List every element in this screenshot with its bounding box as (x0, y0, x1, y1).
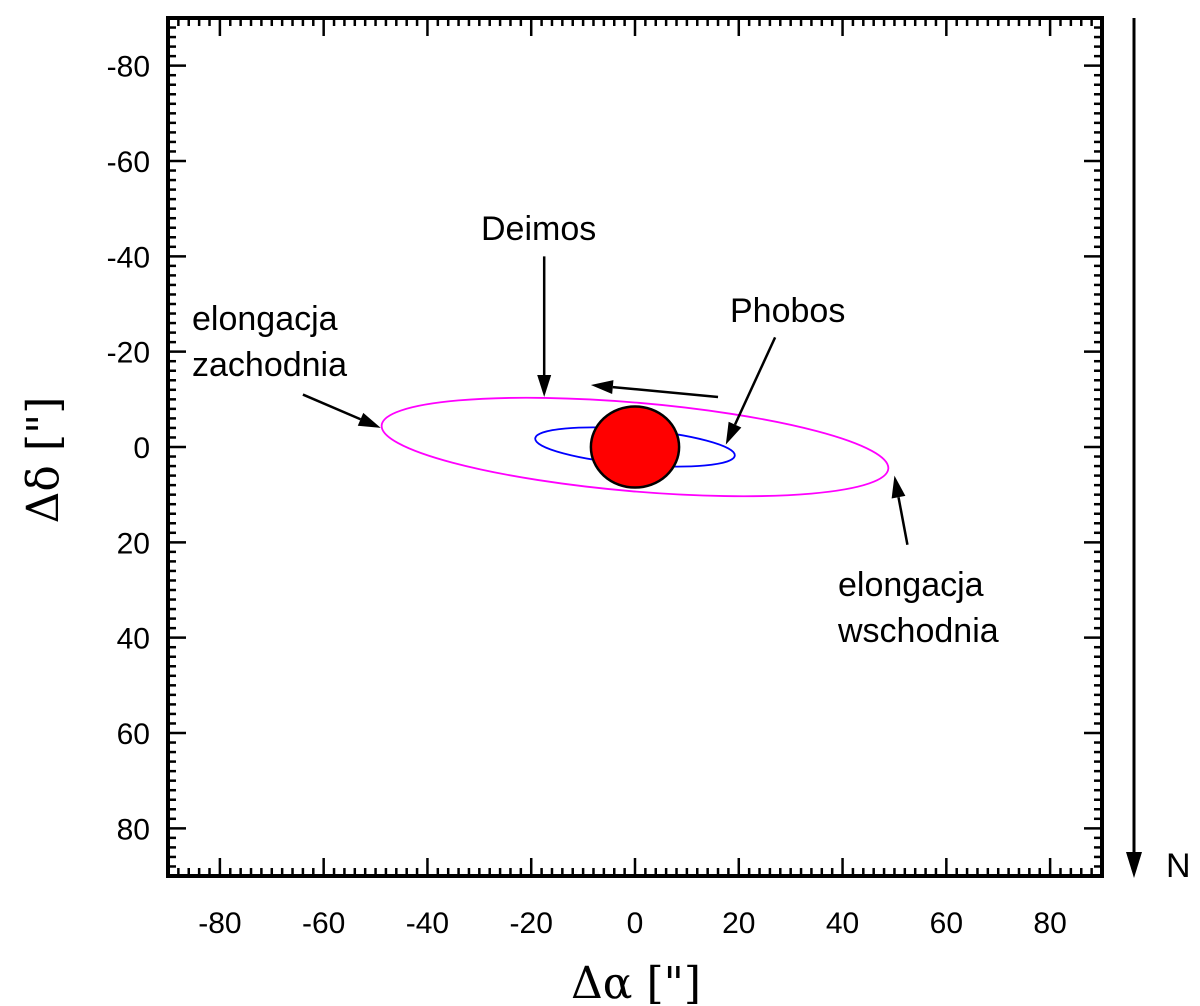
y-tick-label: -40 (107, 241, 150, 274)
y-tick-label: -80 (107, 51, 150, 84)
x-tick-label: -60 (302, 907, 345, 940)
deimos-orbit-top-arrow-head (537, 374, 552, 397)
deimos-label: Deimos (481, 210, 596, 248)
y-axis-title: Δδ ["] (18, 397, 69, 524)
phobos-label: Phobos (730, 292, 845, 330)
x-tick-label: 40 (826, 907, 859, 940)
east-elongation-label-line1: elongacja (838, 566, 984, 604)
x-tick-label: -80 (198, 907, 241, 940)
orbits (380, 396, 890, 498)
deimos-orbit (380, 396, 890, 498)
direction-of-motion-arrow-head (590, 380, 614, 395)
east-elongation-arrow-line (897, 496, 909, 545)
east-elongation-label-line2: wschodnia (837, 612, 999, 650)
east-elongation-arrow-head (891, 475, 906, 499)
west-elongation-label-line2: zachodnia (192, 346, 347, 384)
north-direction-indicator: N (1126, 18, 1191, 885)
phobos-orbit-right-arrow-line (733, 336, 777, 426)
x-axis-title: Δα ["] (571, 958, 701, 1006)
x-tick-label: -40 (406, 907, 449, 940)
x-tick-label: -20 (510, 907, 553, 940)
west-elongation-label-line1: elongacja (192, 300, 338, 338)
y-tick-label: 20 (117, 527, 150, 560)
annotation-arrows (302, 256, 909, 545)
y-tick-label: -20 (107, 337, 150, 370)
x-tick-label: 60 (930, 907, 963, 940)
direction-of-motion-arrow-line (612, 385, 719, 399)
y-tick-label: 60 (117, 718, 150, 751)
y-tick-label: 40 (117, 623, 150, 656)
y-tick-label: -60 (107, 146, 150, 179)
west-elongation-arrow-head (357, 412, 381, 428)
plot-frame (166, 16, 1104, 878)
y-tick-label: 80 (117, 813, 150, 846)
north-arrow-head (1126, 852, 1142, 878)
west-elongation-arrow-line (302, 393, 362, 421)
x-tick-label: 0 (627, 907, 644, 940)
y-tick-label: 0 (133, 432, 150, 465)
mars-disk (589, 405, 681, 489)
x-tick-label: 80 (1033, 907, 1066, 940)
phobos-orbit-right-arrow-head (725, 421, 742, 445)
north-label: N (1166, 847, 1191, 885)
tick-labels: -80 -60 -40 -20 0 20 40 60 80 -80 -60 -40 -20 0 20 40 60… (107, 51, 1067, 940)
x-tick-label: 20 (722, 907, 755, 940)
